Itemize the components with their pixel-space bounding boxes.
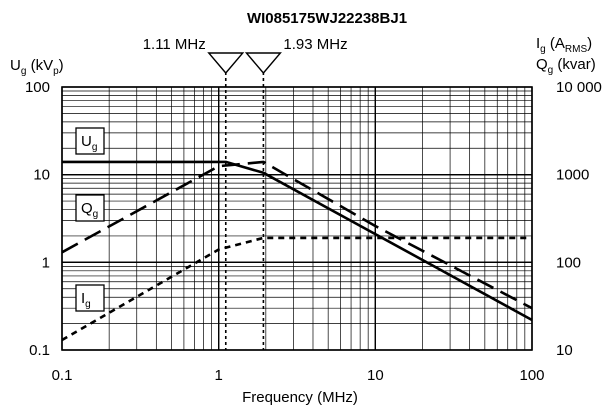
series-label-ig: Ig bbox=[81, 290, 91, 310]
marker-triangle bbox=[244, 52, 282, 75]
series-label-box bbox=[75, 284, 105, 312]
left-tick-label: 100 bbox=[25, 79, 50, 96]
x-axis-label: Frequency (MHz) bbox=[242, 389, 358, 406]
left-axis-label: Ug (kVp) bbox=[10, 57, 64, 77]
left-tick-label: 10 bbox=[33, 167, 50, 184]
grid bbox=[61, 86, 533, 351]
plot-frame bbox=[61, 86, 533, 351]
right-axis-label-current: Ig (ARMS) bbox=[536, 35, 592, 55]
marker-label: 1.11 MHz bbox=[143, 36, 206, 53]
right-tick-label: 10 bbox=[556, 342, 573, 359]
series-lines bbox=[61, 160, 533, 342]
series-line-qg bbox=[61, 160, 533, 310]
chart-title: WI085175WJ22238BJ1 bbox=[247, 10, 407, 27]
series-label-qg: Qg bbox=[81, 200, 98, 220]
right-tick-label: 100 bbox=[556, 254, 581, 271]
marker-triangle bbox=[207, 52, 245, 75]
x-tick-label: 1 bbox=[214, 367, 222, 384]
left-tick-label: 0.1 bbox=[29, 342, 50, 359]
series-labels: Ug Qg Ig bbox=[75, 127, 105, 312]
right-tick-label: 1000 bbox=[556, 167, 589, 184]
right-tick-label: 10 000 bbox=[556, 79, 602, 96]
left-tick-label: 1 bbox=[42, 254, 50, 271]
frequency-markers: 1.11 MHz 1.93 MHz bbox=[143, 36, 348, 350]
series-label-box bbox=[75, 127, 105, 155]
series-line-ig bbox=[61, 236, 532, 342]
marker-label: 1.93 MHz bbox=[283, 36, 347, 53]
tick-labels: 0.1 1 10 100 100 10 1 0.1 10 000 1000 100 10 bbox=[25, 79, 602, 384]
series-label-ug: Ug bbox=[81, 133, 97, 153]
x-tick-label: 10 bbox=[367, 367, 384, 384]
x-tick-label: 100 bbox=[519, 367, 544, 384]
right-axis-label-power: Qg (kvar) bbox=[536, 56, 596, 76]
x-tick-label: 0.1 bbox=[52, 367, 73, 384]
series-label-box bbox=[75, 194, 105, 222]
series-line-ug bbox=[62, 160, 533, 322]
